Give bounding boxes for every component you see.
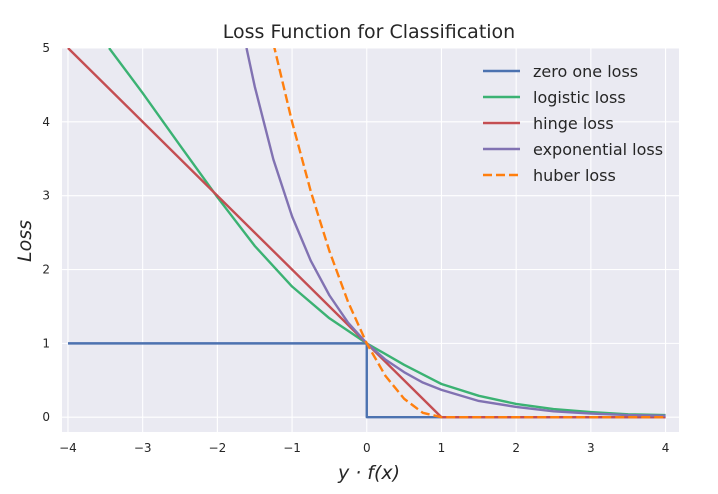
series-layer [67, 48, 666, 419]
x-tick-label: 4 [662, 441, 670, 455]
y-tick-label: 2 [42, 263, 50, 277]
legend-label-zero-one-loss: zero one loss [533, 62, 638, 81]
plot-background [62, 48, 679, 432]
y-tick-label: 5 [42, 41, 50, 55]
x-tick-label: 1 [438, 441, 446, 455]
chart-title: Loss Function for Classification [223, 21, 515, 43]
series-line-logistic-loss [108, 48, 666, 417]
series-line-exponential-loss [245, 48, 666, 417]
x-tick-label: −3 [134, 441, 152, 455]
y-tick-labels: 0 1 2 3 4 5 [42, 41, 50, 424]
x-axis-label: y · f(x) [337, 462, 400, 484]
x-tick-label: 3 [587, 441, 595, 455]
legend-label-hinge-loss: hinge loss [533, 114, 614, 133]
y-tick-label: 1 [42, 336, 50, 350]
x-tick-label: −4 [59, 441, 77, 455]
series-line-huber-loss [273, 48, 666, 419]
y-tick-label: 3 [42, 189, 50, 203]
x-tick-label: 0 [363, 441, 371, 455]
y-axis-label: Loss [14, 220, 36, 262]
x-tick-label: −2 [209, 441, 227, 455]
legend-label-exponential-loss: exponential loss [533, 140, 663, 159]
y-tick-label: 4 [42, 115, 50, 129]
x-tick-labels: −4 −3 −2 −1 0 1 2 3 4 [59, 441, 669, 455]
x-tick-label: −1 [283, 441, 301, 455]
legend-label-huber-loss: huber loss [533, 166, 616, 185]
legend: zero one loss logistic loss hinge loss expo… [483, 62, 663, 185]
y-tick-label: 0 [42, 410, 50, 424]
x-tick-label: 2 [512, 441, 520, 455]
legend-label-logistic-loss: logistic loss [533, 88, 626, 107]
